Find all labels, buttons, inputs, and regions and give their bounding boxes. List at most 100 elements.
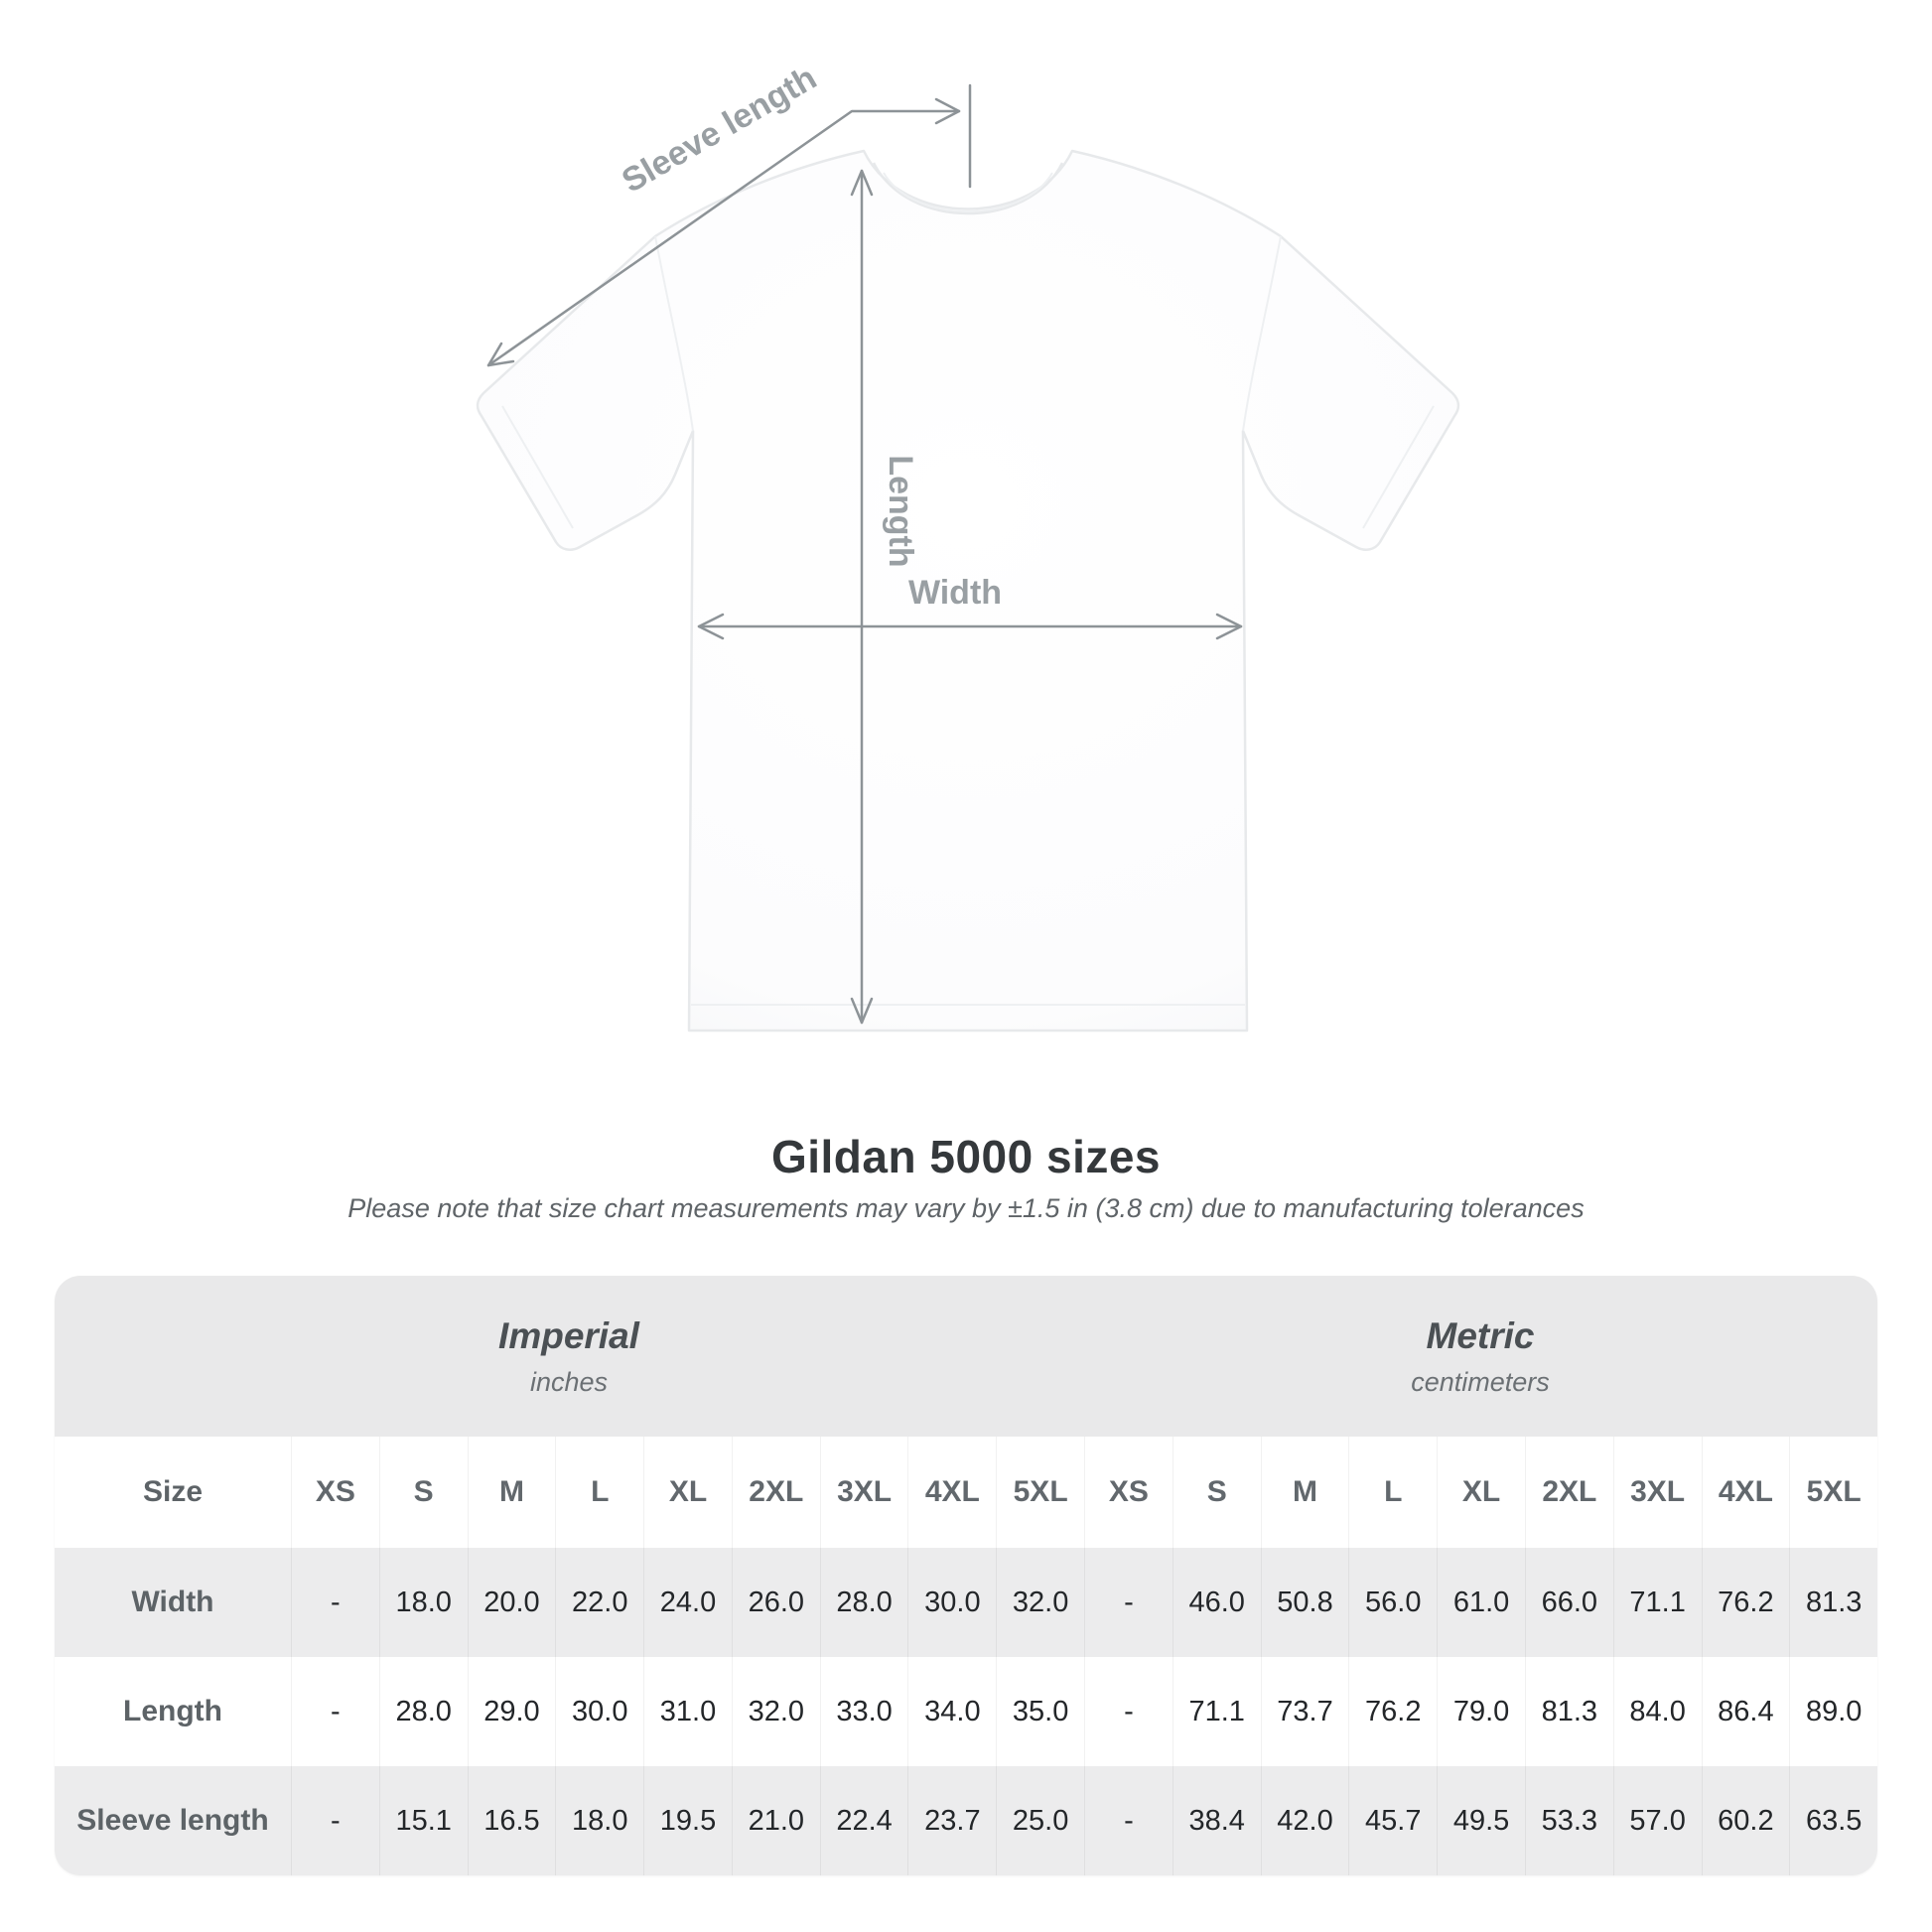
size-col-imperial-xs: XS (292, 1437, 380, 1548)
cell-width-imperial-5xl: 32.0 (997, 1548, 1086, 1657)
shoulder-seam-left (654, 235, 694, 432)
imperial-heading: Imperial (498, 1314, 639, 1356)
metric-heading: Metric (1426, 1314, 1535, 1356)
sleeve-length-arrow (486, 83, 972, 367)
cell-length-imperial-xl: 31.0 (644, 1657, 733, 1766)
tshirt-outline (476, 149, 1460, 1033)
collar-rib (872, 162, 1064, 215)
cell-sleeve-imperial-m: 16.5 (469, 1766, 557, 1875)
size-col-metric-m: M (1262, 1437, 1350, 1548)
cell-sleeve-metric-s: 38.4 (1173, 1766, 1262, 1875)
cell-width-metric-m: 50.8 (1262, 1548, 1350, 1657)
size-col-metric-l: L (1349, 1437, 1439, 1548)
cell-sleeve-metric-5xl: 63.5 (1805, 1804, 1863, 1837)
page-subtitle: Please note that size chart measurements… (347, 1193, 1585, 1223)
size-col-imperial-s: S (380, 1437, 469, 1548)
cell-width-imperial-m: 20.0 (469, 1548, 557, 1657)
size-col-imperial-5xl: 5XL (997, 1437, 1086, 1548)
cell-length-imperial-xs: - (292, 1657, 380, 1766)
cell-width-metric-l: 56.0 (1349, 1548, 1439, 1657)
cell-length-metric-xs: - (1085, 1657, 1173, 1766)
row-length-label: Length (55, 1657, 292, 1766)
size-col-imperial-2xl: 2XL (733, 1437, 821, 1548)
cell-sleeve-imperial-3xl: 22.4 (821, 1766, 909, 1875)
cell-sleeve-metric-xl: 49.5 (1438, 1766, 1526, 1875)
cell-width-imperial-l: 22.0 (556, 1548, 645, 1657)
row-length: Length - 28.0 29.0 30.0 31.0 32.0 33.0 3… (55, 1657, 1877, 1766)
cell-sleeve-metric-l: 45.7 (1349, 1766, 1439, 1875)
size-col-imperial-3xl: 3XL (821, 1437, 909, 1548)
cell-width-metric-s: 46.0 (1173, 1548, 1262, 1657)
cell-width-imperial-4xl: 30.0 (908, 1548, 998, 1657)
cell-width-metric-xl: 61.0 (1438, 1548, 1526, 1657)
cell-sleeve-metric-xs: - (1085, 1766, 1173, 1875)
cell-sleeve-metric-4xl: 60.2 (1703, 1766, 1791, 1875)
cell-length-metric-5xl: 89.0 (1805, 1695, 1863, 1727)
size-header-cell: Size (55, 1437, 292, 1548)
cell-width-metric-4xl: 76.2 (1703, 1548, 1791, 1657)
shoulder-seam-right (1242, 235, 1282, 432)
size-header-row: Size XS S M L XL 2XL 3XL 4XL 5XL XS S M … (55, 1437, 1877, 1548)
cell-sleeve-metric-2xl: 53.3 (1526, 1766, 1614, 1875)
cell-width-metric-xs: - (1085, 1548, 1173, 1657)
cuff-seam-left (501, 405, 574, 529)
size-col-metric-3xl: 3XL (1614, 1437, 1703, 1548)
cell-length-metric-xl: 79.0 (1438, 1657, 1526, 1766)
cell-length-imperial-4xl: 34.0 (908, 1657, 998, 1766)
length-arrow (850, 169, 874, 1025)
cell-width-metric-2xl: 66.0 (1526, 1548, 1614, 1657)
size-col-imperial-l: L (556, 1437, 645, 1548)
cell-length-imperial-m: 29.0 (469, 1657, 557, 1766)
row-width: Width - 18.0 20.0 22.0 24.0 26.0 28.0 30… (55, 1548, 1877, 1657)
cell-length-metric-l: 76.2 (1349, 1657, 1439, 1766)
metric-unit: centimeters (1411, 1366, 1550, 1397)
width-label: Width (908, 574, 1002, 612)
cell-sleeve-metric-m: 42.0 (1262, 1766, 1350, 1875)
size-col-imperial-xl: XL (644, 1437, 733, 1548)
cell-width-imperial-xs: - (292, 1548, 380, 1657)
size-table: Imperial inches Metric centimeters Size … (55, 1276, 1877, 1875)
size-col-imperial-4xl: 4XL (908, 1437, 998, 1548)
unit-band: Imperial inches Metric centimeters (55, 1276, 1877, 1437)
row-sleeve-length: Sleeve length - 15.1 16.5 18.0 19.5 21.0… (55, 1766, 1877, 1875)
size-col-metric-4xl: 4XL (1703, 1437, 1791, 1548)
cell-length-metric-4xl: 86.4 (1703, 1657, 1791, 1766)
imperial-unit: inches (529, 1366, 609, 1397)
cell-length-imperial-s: 28.0 (380, 1657, 469, 1766)
cell-sleeve-imperial-xs: - (292, 1766, 380, 1875)
cell-length-metric-3xl: 84.0 (1614, 1657, 1703, 1766)
cell-width-imperial-2xl: 26.0 (733, 1548, 821, 1657)
cell-width-imperial-s: 18.0 (380, 1548, 469, 1657)
tshirt-diagram: Sleeve length Length Width (476, 59, 1460, 1033)
unit-group-imperial: Imperial inches (55, 1276, 1083, 1437)
collar-rib-inner (883, 172, 1053, 212)
cell-sleeve-metric-3xl: 57.0 (1614, 1766, 1703, 1875)
cell-sleeve-imperial-5xl: 25.0 (997, 1766, 1086, 1875)
cell-width-metric-3xl: 71.1 (1614, 1548, 1703, 1657)
cell-width-imperial-xl: 24.0 (644, 1548, 733, 1657)
size-col-imperial-m: M (469, 1437, 557, 1548)
cell-sleeve-imperial-4xl: 23.7 (908, 1766, 998, 1875)
cell-length-metric-s: 71.1 (1173, 1657, 1262, 1766)
size-col-metric-xs: XS (1085, 1437, 1173, 1548)
cell-sleeve-imperial-2xl: 21.0 (733, 1766, 821, 1875)
size-col-metric-2xl: 2XL (1526, 1437, 1614, 1548)
cell-width-metric-5xl: 81.3 (1805, 1586, 1863, 1618)
size-col-metric-xl: XL (1438, 1437, 1526, 1548)
cell-length-imperial-2xl: 32.0 (733, 1657, 821, 1766)
cell-sleeve-imperial-xl: 19.5 (644, 1766, 733, 1875)
cell-length-imperial-3xl: 33.0 (821, 1657, 909, 1766)
cell-length-imperial-5xl: 35.0 (997, 1657, 1086, 1766)
cell-sleeve-imperial-l: 18.0 (556, 1766, 645, 1875)
unit-group-metric: Metric centimeters (1083, 1276, 1877, 1437)
cell-width-imperial-3xl: 28.0 (821, 1548, 909, 1657)
length-label: Length (882, 455, 919, 567)
width-arrow (697, 613, 1243, 640)
size-col-metric-s: S (1173, 1437, 1262, 1548)
size-col-metric-5xl: 5XL (1806, 1475, 1862, 1508)
cuff-seam-right (1362, 405, 1435, 529)
cell-sleeve-imperial-s: 15.1 (380, 1766, 469, 1875)
cell-length-metric-m: 73.7 (1262, 1657, 1350, 1766)
page-title: Gildan 5000 sizes (770, 1131, 1162, 1182)
row-sleeve-length-label: Sleeve length (55, 1766, 292, 1875)
